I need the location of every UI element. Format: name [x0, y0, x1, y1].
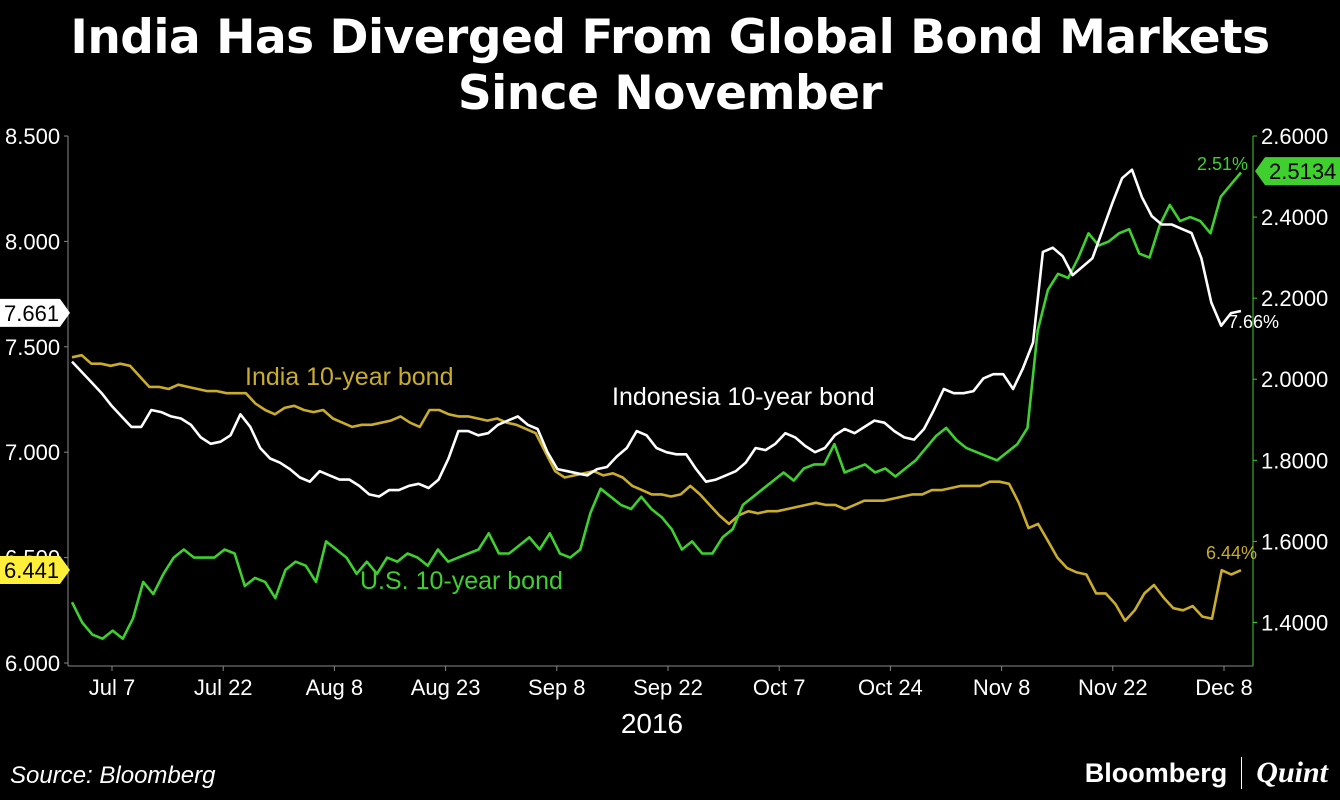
x-axis-tick-label: Aug 23 [411, 675, 481, 700]
left-axis-tick-label: 7.500 [5, 335, 60, 360]
chart-title-line-1: India Has Diverged From Global Bond Mark… [70, 10, 1270, 65]
right-axis-tick-label: 2.6000 [1261, 124, 1328, 149]
x-axis-tick-label: Sep 8 [528, 675, 586, 700]
chart-title-line-2: Since November [457, 66, 883, 121]
left-axis-tick-label: 8.500 [5, 124, 60, 149]
x-axis-tick-label: Nov 8 [973, 675, 1030, 700]
series-annotation: U.S. 10-year bond [360, 567, 563, 595]
series-end-label: 7.66% [1228, 312, 1279, 332]
x-axis-tick-label: Oct 24 [858, 675, 923, 700]
left-axis-tick-label: 6.000 [5, 651, 60, 676]
us-axis-tag: 2.5134 [1269, 159, 1336, 184]
right-axis-tick-label: 2.4000 [1261, 205, 1328, 230]
x-axis-title: 2016 [621, 708, 683, 739]
x-axis-tick-label: Nov 22 [1078, 675, 1148, 700]
u-s-10-year-bond-line [70, 171, 1242, 641]
x-axis-tick-label: Oct 7 [753, 675, 806, 700]
india-axis-tag: 6.441 [4, 558, 59, 583]
right-axis-tick-label: 2.0000 [1261, 367, 1328, 392]
indonesia-10-year-bond-line [71, 168, 1242, 498]
series-end-label: 2.51% [1197, 154, 1248, 174]
right-axis-tick-label: 1.4000 [1261, 610, 1328, 635]
india-10-year-bond-line [71, 353, 1242, 623]
x-axis-tick-label: Aug 8 [306, 675, 364, 700]
series-end-label: 6.44% [1206, 543, 1257, 563]
source-note: Source: Bloomberg [10, 762, 216, 789]
series-annotation: India 10-year bond [245, 363, 453, 391]
right-axis-tick-label: 1.6000 [1261, 529, 1328, 554]
brand-divider [1241, 757, 1243, 789]
indonesia-axis-tag-bg [0, 298, 70, 327]
brand-logo: Bloomberg Quint [1085, 756, 1328, 790]
x-axis-tick-label: Sep 22 [633, 675, 703, 700]
chart-title: India Has Diverged From Global Bond Mark… [0, 10, 1340, 122]
brand-bloomberg: Bloomberg [1084, 757, 1228, 788]
right-axis-tick-label: 2.2000 [1261, 286, 1328, 311]
x-axis-tick-label: Jul 7 [89, 675, 135, 700]
indonesia-axis-tag: 7.661 [4, 301, 59, 326]
left-axis-tick-label: 8.000 [5, 229, 60, 254]
left-axis-tick-label: 7.000 [5, 440, 60, 465]
right-axis-tick-label: 1.8000 [1261, 448, 1328, 473]
x-axis-tick-label: Dec 8 [1195, 675, 1252, 700]
brand-quint: Quint [1256, 756, 1328, 789]
series-annotation: Indonesia 10-year bond [612, 383, 875, 411]
us-axis-tag-bg [1255, 157, 1340, 186]
india-axis-tag-bg [0, 556, 70, 585]
x-axis-tick-label: Jul 22 [194, 675, 253, 700]
